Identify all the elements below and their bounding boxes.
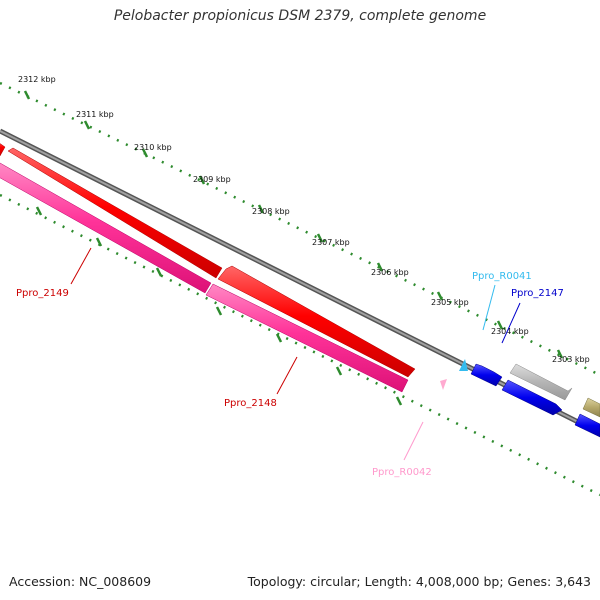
scale-track-outer — [0, 81, 600, 377]
gene-label-ppro-r0041: Ppro_R0041 — [472, 271, 532, 282]
gene-label-ppro-r0042: Ppro_R0042 — [372, 467, 432, 478]
cds-blue-short[interactable] — [470, 363, 503, 387]
gene-label-ppro-2149: Ppro_2149 — [16, 288, 69, 299]
gene-label-ppro-2148: Ppro_2148 — [224, 398, 277, 409]
scale-label: 2305 kbp — [431, 298, 469, 307]
gene-leader-lines — [70, 247, 521, 461]
scale-label: 2304 kbp — [491, 327, 529, 336]
cds-gray[interactable] — [509, 363, 573, 401]
accession-text: Accession: NC_008609 — [9, 574, 152, 589]
scale-label: 2308 kbp — [252, 207, 290, 216]
cds-blue-long[interactable] — [501, 379, 563, 416]
scale-labels: 2312 kbp 2311 kbp 2310 kbp 2309 kbp 2308… — [18, 75, 590, 364]
scale-label: 2309 kbp — [193, 175, 231, 184]
cds-forward-red[interactable] — [0, 140, 416, 378]
gene-labels: Ppro_2149 Ppro_2148 Ppro_R0042 Ppro_R004… — [16, 271, 564, 478]
scale-label: 2307 kbp — [312, 238, 350, 247]
scale-label: 2312 kbp — [18, 75, 56, 84]
scale-label: 2311 kbp — [76, 110, 114, 119]
scale-ticks-major — [23, 90, 564, 359]
cds-olive[interactable] — [582, 397, 600, 418]
scale-label: 2303 kbp — [552, 355, 590, 364]
scale-label: 2306 kbp — [371, 268, 409, 277]
scale-track-inner — [0, 193, 600, 497]
rna-feature-pink[interactable] — [440, 379, 447, 390]
gene-label-ppro-2147: Ppro_2147 — [511, 288, 564, 299]
scale-label: 2310 kbp — [134, 143, 172, 152]
genome-stats-text: Topology: circular; Length: 4,008,000 bp… — [247, 574, 591, 589]
map-title: Pelobacter propionicus DSM 2379, complet… — [113, 8, 487, 24]
cds-blue-edge[interactable] — [574, 413, 600, 438]
cds-reverse-pink[interactable] — [0, 162, 409, 393]
rna-feature-cyan[interactable] — [459, 359, 468, 371]
genome-backbone — [0, 128, 600, 436]
